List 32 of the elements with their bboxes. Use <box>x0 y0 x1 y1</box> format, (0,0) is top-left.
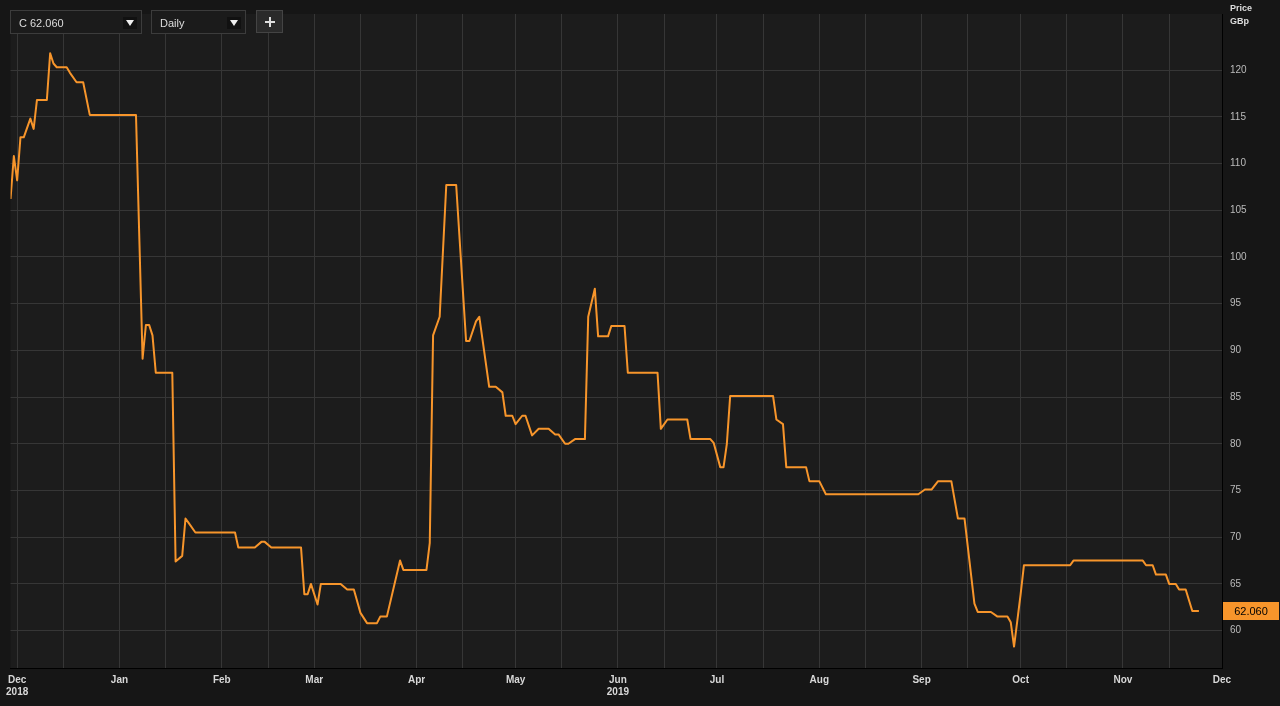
y-tick-label: 90 <box>1230 344 1242 356</box>
y-tick-label: 60 <box>1230 624 1242 636</box>
y-axis-title: Price GBp <box>1230 2 1253 26</box>
y-tick-label: 100 <box>1230 250 1248 262</box>
y-tick-label: 65 <box>1230 577 1242 589</box>
y-tick-label: 70 <box>1230 530 1242 542</box>
x-tick-label: Nov <box>1113 673 1133 685</box>
y-tick-label: 95 <box>1230 297 1242 309</box>
x-tick-label: Dec <box>1212 673 1232 685</box>
y-tick-label: 110 <box>1230 157 1247 169</box>
y-tick-label: 120 <box>1230 63 1248 75</box>
x-tick-label: May <box>505 673 526 685</box>
x-tick-label: Dec 2018 <box>6 673 29 697</box>
y-tick-label: 105 <box>1230 203 1248 215</box>
y-tick-label: 115 <box>1230 110 1247 122</box>
x-tick-label: Apr <box>407 673 426 685</box>
annotation: Daily <box>160 17 185 29</box>
x-tick-label: Aug <box>809 673 830 685</box>
x-tick-label: Jan <box>110 673 129 685</box>
y-tick-label: 85 <box>1230 390 1242 402</box>
dropdown-field: C 62.060 <box>10 10 142 34</box>
x-tick-label: Oct <box>1012 673 1030 685</box>
dropdown-field: Daily <box>151 10 246 34</box>
x-tick-label: Sep <box>912 673 931 685</box>
text: 62.060 <box>1234 605 1268 618</box>
x-tick-label: Jul <box>709 673 725 685</box>
annotation: C 62.060 <box>19 17 64 29</box>
x-tick-label: Jun 2019 <box>606 673 630 697</box>
y-tick-label: 75 <box>1230 484 1242 496</box>
y-tick-label: 80 <box>1230 437 1242 449</box>
x-tick-label: Feb <box>212 673 231 685</box>
x-tick-label: Mar <box>305 673 324 685</box>
